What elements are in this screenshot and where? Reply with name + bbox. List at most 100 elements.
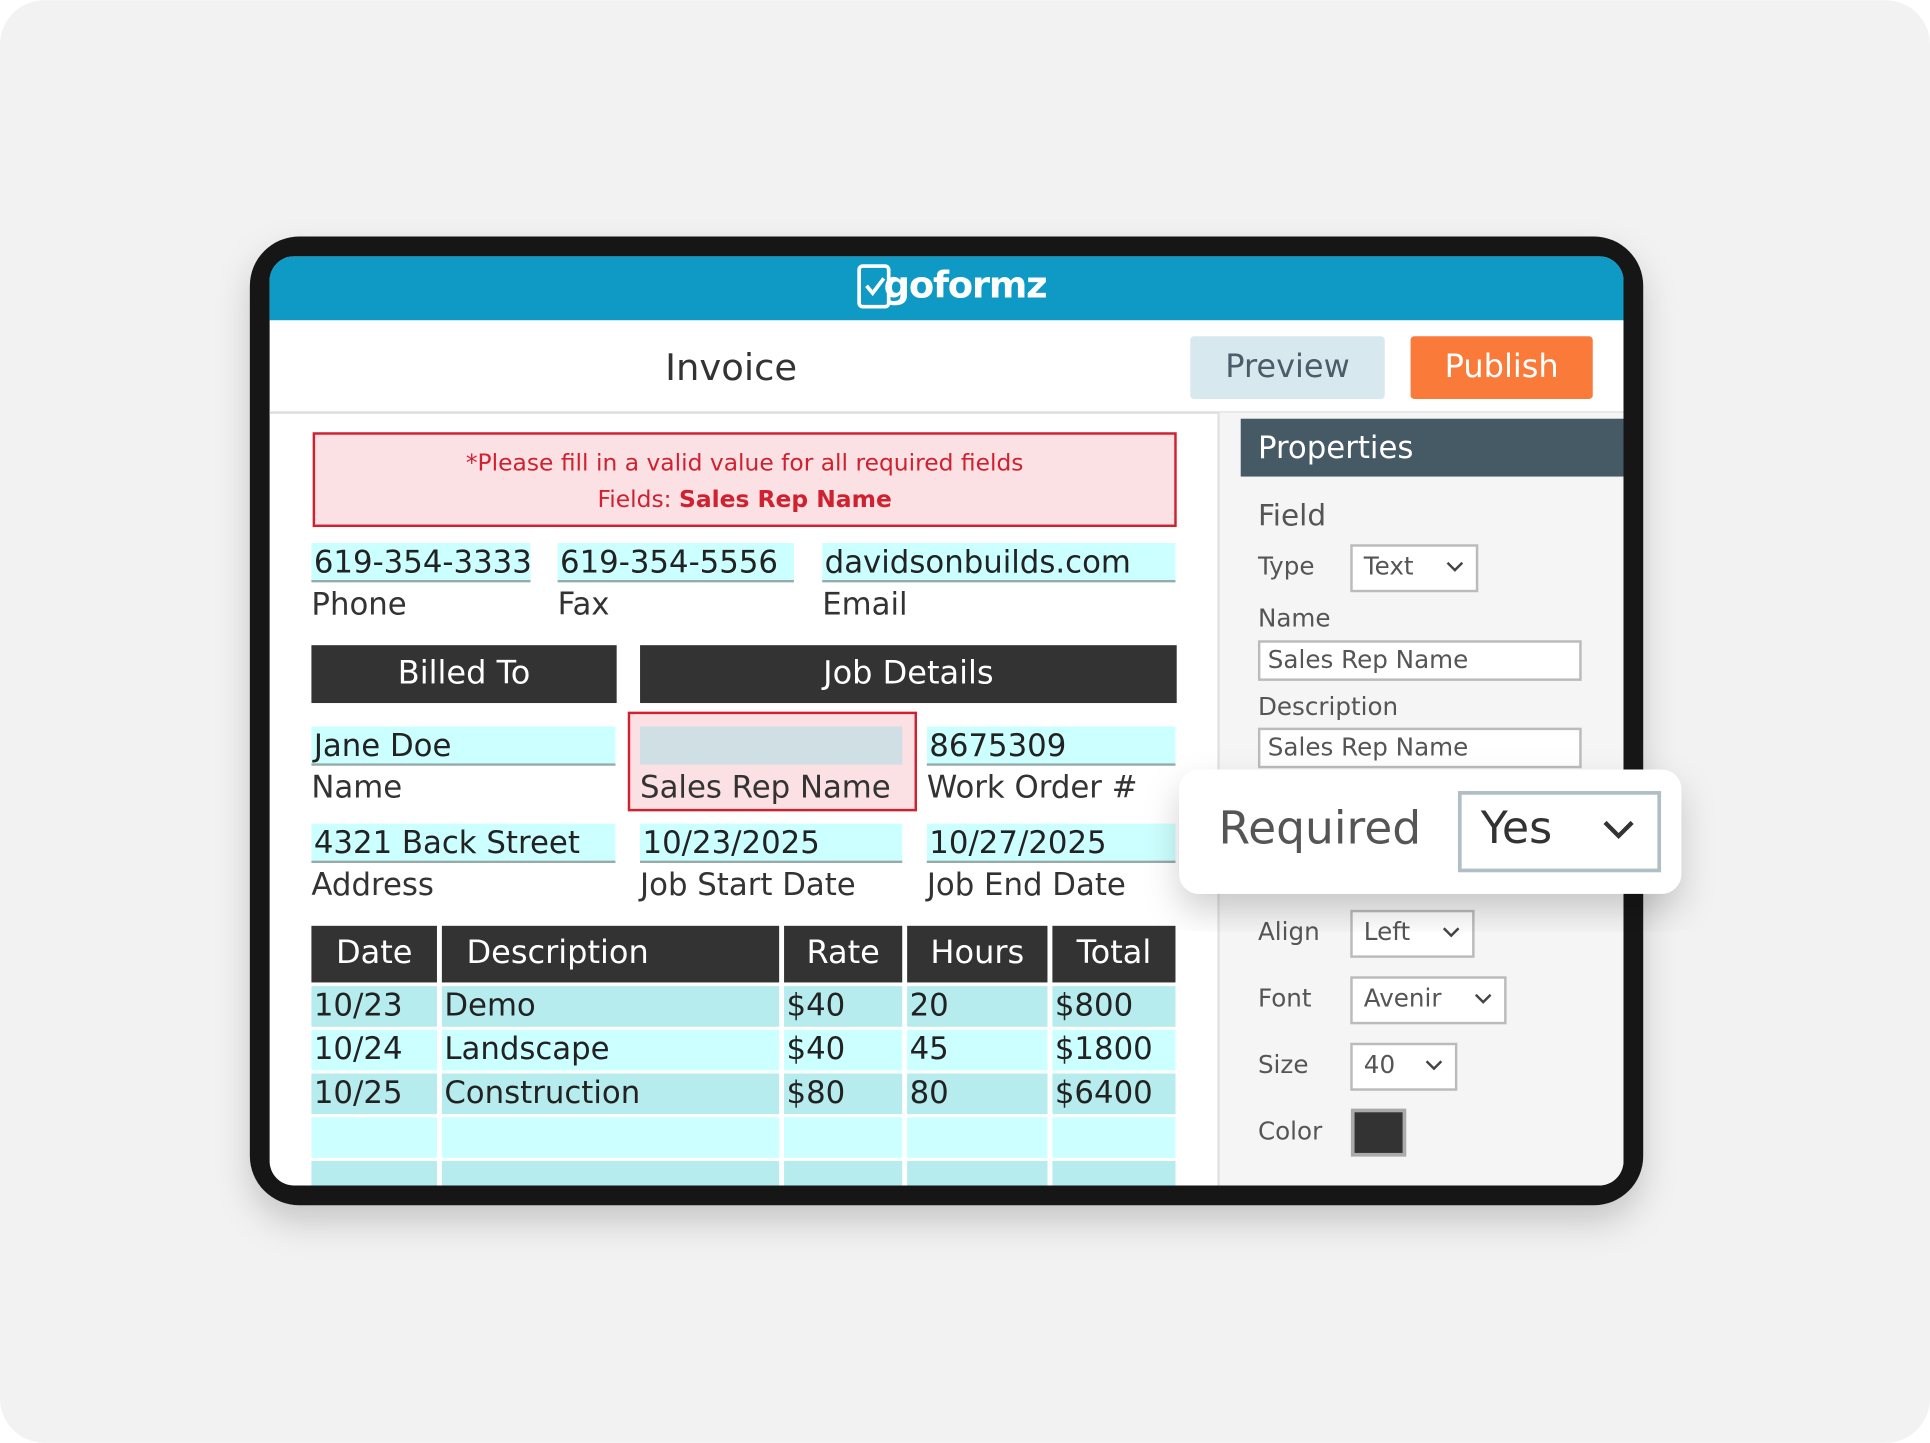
table-cell[interactable] xyxy=(311,986,437,1027)
panel-title: Properties xyxy=(1258,430,1413,466)
required-select[interactable] xyxy=(1457,791,1662,873)
table-header: Total xyxy=(1076,933,1152,971)
align-value: Left xyxy=(1364,917,1411,946)
table-cell[interactable] xyxy=(1052,1029,1176,1071)
required-value: Yes xyxy=(1480,803,1553,854)
table-value: Landscape xyxy=(444,1031,609,1067)
alert-message: *Please fill in a valid value for all re… xyxy=(466,449,1024,477)
description-input[interactable] xyxy=(1257,727,1582,769)
screen: goformz Invoice Preview Publish *Please fill… xyxy=(269,256,1624,1202)
table-cell[interactable] xyxy=(311,1073,437,1115)
table-cell[interactable] xyxy=(784,986,903,1027)
table-value: Construction xyxy=(444,1075,640,1111)
form-field-value: 4321 Back Street xyxy=(314,825,580,861)
table-cell[interactable] xyxy=(1052,1160,1176,1202)
form-field-input[interactable] xyxy=(311,726,616,765)
contact-label: Email xyxy=(822,586,907,622)
form-field-input[interactable] xyxy=(926,726,1176,765)
table-cell[interactable] xyxy=(907,986,1048,1027)
alert-box xyxy=(312,432,1177,528)
table-value: $1800 xyxy=(1055,1031,1153,1067)
publish-button[interactable] xyxy=(1410,336,1593,400)
form-field-label: Name xyxy=(311,770,402,806)
table-value: Demo xyxy=(444,988,535,1024)
chevron xyxy=(1474,993,1492,1004)
form-field-input[interactable] xyxy=(640,823,903,862)
table-cell[interactable] xyxy=(441,986,780,1027)
preview-button[interactable] xyxy=(1190,336,1385,400)
font-label: Font xyxy=(1258,984,1312,1013)
align-select[interactable] xyxy=(1350,909,1475,958)
table-cell[interactable] xyxy=(907,1117,1048,1158)
size-label: Size xyxy=(1258,1050,1309,1079)
table-header: Date xyxy=(336,933,412,971)
table-cell[interactable] xyxy=(1052,986,1176,1027)
table-cell[interactable] xyxy=(441,1117,780,1158)
table-cell[interactable] xyxy=(311,1160,437,1202)
form-field-value: 10/23/2025 xyxy=(643,825,820,861)
table-header: Hours xyxy=(930,933,1024,971)
font-value: Avenir xyxy=(1364,984,1443,1013)
table-cell[interactable] xyxy=(784,1160,903,1202)
logo: goformz xyxy=(884,264,1047,307)
contact-input[interactable] xyxy=(822,543,1176,582)
table-cell[interactable] xyxy=(311,1117,437,1158)
contact-value: davidsonbuilds.com xyxy=(825,544,1131,580)
panel-header xyxy=(1240,418,1624,477)
section-header xyxy=(640,645,1177,704)
description-label: Description xyxy=(1258,692,1398,721)
table-header-cell xyxy=(441,925,780,983)
contact-value: 619-354-3333 xyxy=(314,544,532,580)
table-header-cell xyxy=(1052,925,1176,983)
table-header: Rate xyxy=(806,933,879,971)
form-field-input[interactable] xyxy=(311,823,616,862)
table-cell[interactable] xyxy=(441,1073,780,1115)
table-header-cell xyxy=(784,925,903,983)
table-value: $80 xyxy=(787,1075,846,1111)
table-header-cell xyxy=(311,925,437,983)
alert-fields-value: Sales Rep Name xyxy=(679,484,892,512)
table-value: $800 xyxy=(1055,988,1133,1024)
table-value: 10/25 xyxy=(314,1075,403,1111)
table-value: $6400 xyxy=(1055,1075,1153,1111)
panel-section: Field xyxy=(1258,499,1326,533)
contact-input[interactable] xyxy=(557,543,794,582)
size-value: 40 xyxy=(1364,1050,1395,1079)
form-field-value: Jane Doe xyxy=(312,728,452,764)
type-label: Type xyxy=(1257,552,1315,581)
table-cell[interactable] xyxy=(1052,1117,1176,1158)
table-cell[interactable] xyxy=(441,1160,780,1202)
align-label: Align xyxy=(1258,917,1320,946)
chevron xyxy=(1442,927,1460,938)
table-cell[interactable] xyxy=(784,1029,903,1071)
size-select[interactable] xyxy=(1350,1042,1458,1091)
table-cell[interactable] xyxy=(907,1160,1048,1202)
table-value: 80 xyxy=(910,1075,949,1111)
table-cell[interactable] xyxy=(311,1029,437,1071)
form-title: Invoice xyxy=(665,346,797,389)
table-cell[interactable] xyxy=(907,1029,1048,1071)
form-field-label: Sales Rep Name xyxy=(640,770,891,806)
form-field-input[interactable] xyxy=(926,823,1176,862)
table-cell[interactable] xyxy=(441,1029,780,1071)
empty-input[interactable] xyxy=(640,726,903,765)
color-swatch[interactable] xyxy=(1350,1108,1407,1157)
alert-fields: Fields: Sales Rep Name xyxy=(598,484,892,512)
table-value: 10/23 xyxy=(314,988,403,1024)
name-input[interactable] xyxy=(1257,640,1582,681)
form-field-label: Work Order # xyxy=(927,770,1138,806)
name-value: Sales Rep Name xyxy=(1268,645,1469,674)
table-cell[interactable] xyxy=(784,1117,903,1158)
table-cell[interactable] xyxy=(784,1073,903,1115)
table-cell[interactable] xyxy=(1052,1073,1176,1115)
contact-label: Fax xyxy=(558,586,610,622)
chevron xyxy=(1603,820,1634,840)
chevron xyxy=(1446,561,1464,572)
contact-input[interactable] xyxy=(311,543,531,582)
chevron xyxy=(1425,1060,1443,1071)
table-value: $40 xyxy=(787,988,846,1024)
name-label: Name xyxy=(1258,603,1331,632)
alert-fields-label: Fields: xyxy=(598,484,672,512)
table-cell[interactable] xyxy=(907,1073,1048,1115)
